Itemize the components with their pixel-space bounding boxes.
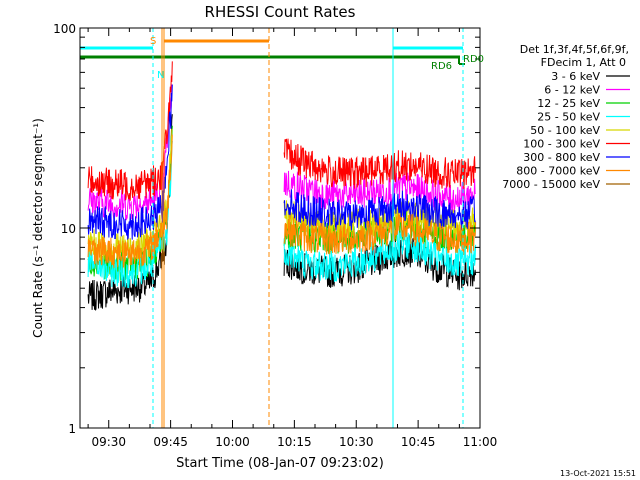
x-tick-label-5: 10:45	[401, 435, 436, 449]
series-0-segment-0	[87, 114, 173, 311]
series-layer	[87, 61, 477, 311]
series-7-segment-1	[283, 213, 477, 256]
legend-label-2: 12 - 25 keV	[537, 97, 600, 110]
series-5-segment-1	[283, 138, 477, 190]
annotation-rd0: RD0	[463, 54, 484, 65]
series-6-segment-1	[283, 189, 477, 232]
legend-label-3: 25 - 50 keV	[537, 111, 600, 124]
x-tick-label-1: 09:45	[153, 435, 188, 449]
legend-label-8: 7000 - 15000 keV	[502, 178, 600, 191]
series-7-segment-0	[87, 134, 173, 269]
timestamp: 13-Oct-2021 15:51	[560, 469, 636, 478]
series-1-segment-1	[283, 170, 476, 215]
legend: Det 1f,3f,4f,5f,6f,9f, FDecim 1, Att 0 3…	[502, 43, 630, 191]
x-tick-label-0: 09:30	[91, 435, 126, 449]
legend-label-6: 300 - 800 keV	[523, 151, 600, 164]
axis-ticks-layer: 09:30 09:45 10:00 10:15 10:30 10:45 11:00 1 10 10…	[53, 22, 497, 449]
y-tick-label-2: 100	[53, 22, 76, 36]
series-3-segment-1	[283, 227, 477, 282]
legend-header-line1: Det 1f,3f,4f,5f,6f,9f,	[520, 43, 629, 56]
plot-area: 09:30 09:45 10:00 10:15 10:30 10:45 11:00 1 10 10…	[53, 22, 497, 449]
legend-label-5: 100 - 300 keV	[523, 138, 600, 151]
y-axis-label: Count Rate (s⁻¹ detector segment⁻¹)	[31, 118, 45, 338]
annotation-rd6: RD6	[431, 61, 452, 72]
x-axis-label: Start Time (08-Jan-07 09:23:02)	[176, 456, 384, 471]
legend-label-7: 800 - 7000 keV	[516, 165, 600, 178]
legend-label-0: 3 - 6 keV	[551, 70, 600, 83]
legend-header-line2: FDecim 1, Att 0	[541, 56, 626, 69]
series-6-segment-0	[87, 84, 173, 241]
x-tick-label-2: 10:00	[215, 435, 250, 449]
x-tick-label-4: 10:30	[339, 435, 374, 449]
status-bars-layer	[80, 39, 465, 65]
annotations-layer: S N RD0 RD6	[150, 36, 484, 81]
y-tick-label-1: 10	[61, 222, 76, 236]
annotation-n: N	[157, 70, 164, 81]
y-tick-label-0: 1	[68, 422, 76, 436]
annotation-s: S	[150, 36, 156, 47]
x-tick-label-6: 11:00	[463, 435, 498, 449]
chart-title: RHESSI Count Rates	[205, 3, 356, 21]
legend-label-4: 50 - 100 keV	[530, 124, 600, 137]
legend-label-1: 6 - 12 keV	[544, 84, 600, 97]
x-tick-label-3: 10:15	[277, 435, 312, 449]
series-5-segment-0	[87, 61, 173, 201]
